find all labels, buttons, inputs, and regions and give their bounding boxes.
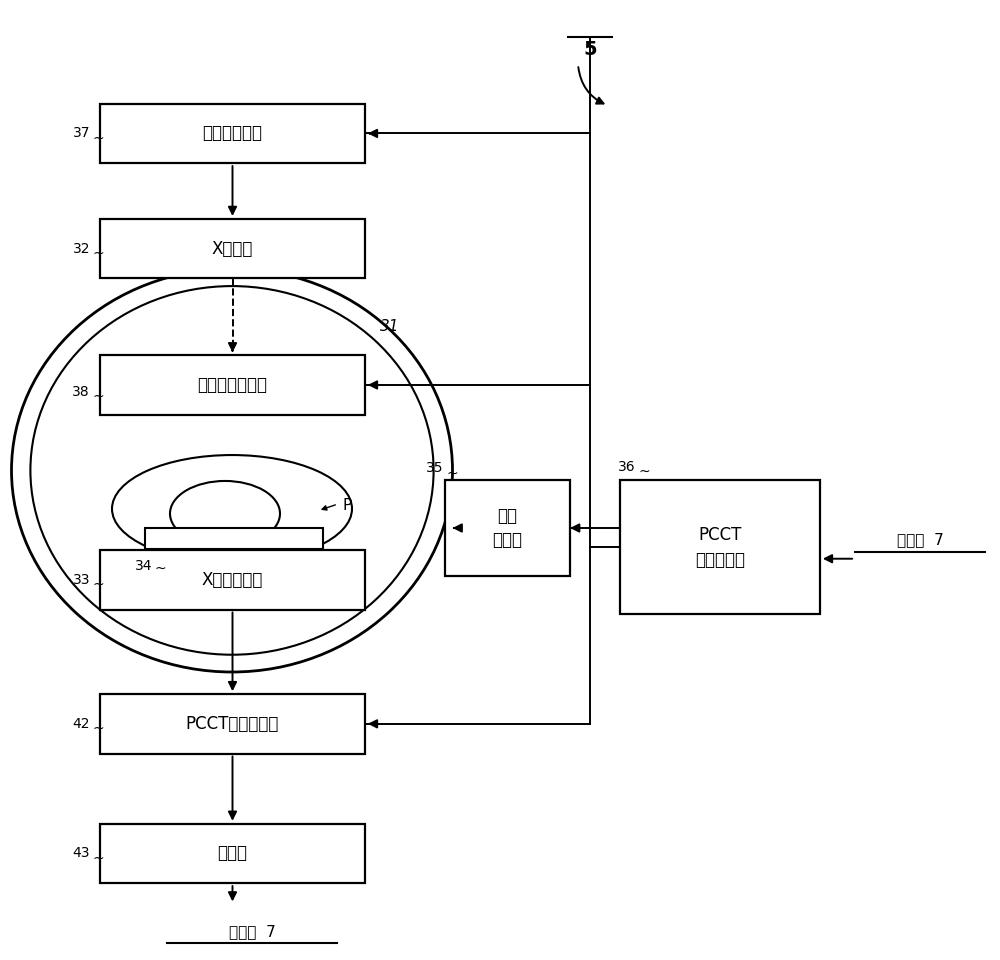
Bar [445, 480, 570, 576]
Text: ~: ~ [155, 562, 167, 576]
Text: 43: 43 [72, 847, 90, 860]
Text: 挠性楔形滤波器: 挠性楔形滤波器 [198, 376, 268, 394]
Text: 5: 5 [583, 40, 597, 60]
Text: 31: 31 [380, 319, 400, 334]
Text: ~: ~ [93, 132, 105, 145]
Bar [100, 824, 365, 883]
Text: PCCT
架台控制部: PCCT 架台控制部 [695, 526, 745, 568]
Text: X射线管: X射线管 [212, 240, 253, 257]
Bar [620, 480, 820, 614]
Text: 42: 42 [72, 717, 90, 731]
Text: ~: ~ [93, 852, 105, 865]
Text: PCCT数据收集部: PCCT数据收集部 [186, 715, 279, 732]
Text: 32: 32 [72, 242, 90, 255]
Text: 高电压发生部: 高电压发生部 [202, 125, 262, 142]
Bar [100, 219, 365, 278]
Bar [145, 528, 323, 549]
Text: ~: ~ [639, 465, 651, 478]
Bar [100, 104, 365, 163]
Text: P: P [343, 498, 352, 514]
Bar [100, 355, 365, 415]
Text: 35: 35 [426, 462, 443, 475]
Bar [100, 694, 365, 754]
Bar [100, 550, 365, 610]
Text: 38: 38 [72, 385, 90, 398]
Text: ~: ~ [93, 390, 105, 403]
Text: ~: ~ [446, 467, 458, 480]
Text: 控制台  7: 控制台 7 [897, 532, 943, 547]
Text: 34: 34 [134, 559, 152, 573]
Text: 33: 33 [72, 573, 90, 587]
Text: 37: 37 [72, 127, 90, 140]
Text: ~: ~ [93, 578, 105, 591]
Text: 旋转
驱动部: 旋转 驱动部 [493, 507, 522, 549]
Text: X射线检测器: X射线检测器 [202, 571, 263, 588]
Text: 传送部: 传送部 [218, 845, 248, 862]
Text: ~: ~ [93, 722, 105, 735]
Text: 控制台  7: 控制台 7 [229, 924, 275, 939]
Text: ~: ~ [93, 247, 105, 260]
Text: 36: 36 [618, 460, 636, 473]
